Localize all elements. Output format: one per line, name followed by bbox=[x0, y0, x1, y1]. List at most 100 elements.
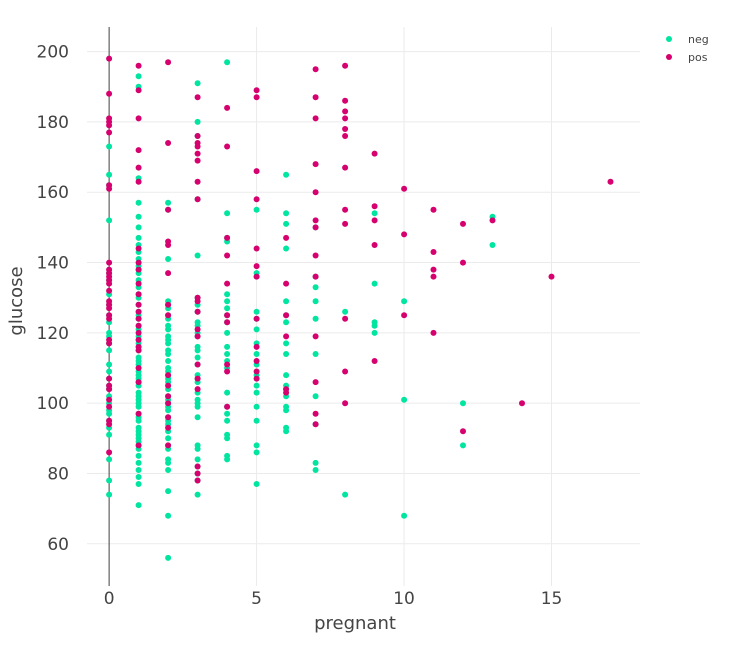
point-neg[interactable] bbox=[460, 442, 466, 449]
point-neg[interactable] bbox=[283, 298, 290, 305]
point-pos[interactable] bbox=[135, 322, 142, 329]
point-pos[interactable] bbox=[106, 90, 113, 97]
legend-item-neg[interactable]: neg bbox=[666, 33, 709, 46]
point-neg[interactable] bbox=[283, 245, 290, 252]
point-pos[interactable] bbox=[135, 62, 142, 69]
point-pos[interactable] bbox=[135, 87, 142, 94]
legend-item-pos[interactable]: pos bbox=[666, 51, 708, 64]
point-neg[interactable] bbox=[253, 449, 260, 456]
point-pos[interactable] bbox=[224, 234, 231, 241]
point-neg[interactable] bbox=[194, 396, 201, 403]
point-neg[interactable] bbox=[224, 291, 231, 298]
point-pos[interactable] bbox=[165, 442, 172, 449]
point-neg[interactable] bbox=[106, 171, 113, 178]
point-neg[interactable] bbox=[283, 372, 290, 379]
point-neg[interactable] bbox=[106, 329, 113, 336]
point-neg[interactable] bbox=[371, 210, 378, 217]
point-pos[interactable] bbox=[135, 315, 142, 322]
point-pos[interactable] bbox=[342, 220, 349, 227]
point-pos[interactable] bbox=[135, 365, 142, 371]
point-neg[interactable] bbox=[224, 389, 231, 396]
point-pos[interactable] bbox=[135, 442, 142, 449]
point-neg[interactable] bbox=[224, 351, 231, 357]
point-neg[interactable] bbox=[371, 319, 378, 326]
point-neg[interactable] bbox=[312, 351, 319, 357]
point-neg[interactable] bbox=[253, 326, 260, 333]
point-pos[interactable] bbox=[135, 301, 142, 308]
point-neg[interactable] bbox=[224, 298, 231, 305]
point-pos[interactable] bbox=[165, 424, 172, 431]
point-pos[interactable] bbox=[194, 196, 201, 203]
point-pos[interactable] bbox=[165, 206, 172, 213]
point-pos[interactable] bbox=[342, 400, 349, 407]
point-neg[interactable] bbox=[135, 474, 142, 480]
point-pos[interactable] bbox=[253, 245, 260, 252]
point-neg[interactable] bbox=[312, 298, 319, 305]
point-pos[interactable] bbox=[135, 379, 142, 386]
point-neg[interactable] bbox=[165, 467, 172, 473]
point-pos[interactable] bbox=[106, 115, 113, 122]
point-neg[interactable] bbox=[283, 424, 290, 431]
point-pos[interactable] bbox=[106, 375, 113, 382]
point-pos[interactable] bbox=[224, 312, 231, 319]
point-pos[interactable] bbox=[312, 94, 319, 101]
point-pos[interactable] bbox=[106, 382, 113, 389]
point-pos[interactable] bbox=[135, 147, 142, 154]
point-pos[interactable] bbox=[253, 196, 260, 203]
point-pos[interactable] bbox=[135, 115, 142, 122]
point-neg[interactable] bbox=[312, 284, 319, 291]
point-pos[interactable] bbox=[106, 396, 113, 403]
point-neg[interactable] bbox=[135, 224, 142, 231]
point-pos[interactable] bbox=[430, 273, 437, 280]
point-neg[interactable] bbox=[135, 459, 142, 466]
point-pos[interactable] bbox=[401, 312, 408, 319]
point-pos[interactable] bbox=[106, 312, 113, 319]
point-neg[interactable] bbox=[194, 80, 201, 87]
point-neg[interactable] bbox=[135, 481, 142, 487]
point-pos[interactable] bbox=[401, 231, 408, 238]
point-pos[interactable] bbox=[342, 164, 349, 171]
point-pos[interactable] bbox=[224, 280, 231, 287]
point-neg[interactable] bbox=[165, 333, 172, 340]
point-neg[interactable] bbox=[165, 365, 172, 371]
point-neg[interactable] bbox=[165, 512, 172, 519]
point-pos[interactable] bbox=[371, 358, 378, 364]
point-pos[interactable] bbox=[342, 368, 349, 375]
point-pos[interactable] bbox=[165, 414, 172, 421]
point-neg[interactable] bbox=[194, 414, 201, 421]
point-pos[interactable] bbox=[253, 87, 260, 94]
point-pos[interactable] bbox=[312, 66, 319, 73]
point-neg[interactable] bbox=[224, 210, 231, 217]
point-pos[interactable] bbox=[283, 280, 290, 287]
point-pos[interactable] bbox=[194, 140, 201, 146]
point-neg[interactable] bbox=[312, 459, 319, 466]
point-neg[interactable] bbox=[106, 217, 113, 224]
point-neg[interactable] bbox=[283, 403, 290, 410]
point-pos[interactable] bbox=[165, 400, 172, 407]
point-neg[interactable] bbox=[224, 59, 231, 66]
point-pos[interactable] bbox=[460, 259, 466, 266]
point-pos[interactable] bbox=[312, 224, 319, 231]
point-pos[interactable] bbox=[253, 94, 260, 101]
point-pos[interactable] bbox=[165, 312, 172, 319]
point-pos[interactable] bbox=[165, 372, 172, 379]
point-neg[interactable] bbox=[165, 256, 172, 262]
point-pos[interactable] bbox=[165, 140, 172, 146]
point-neg[interactable] bbox=[253, 206, 260, 213]
point-pos[interactable] bbox=[106, 55, 113, 62]
legend[interactable]: neg pos bbox=[666, 33, 709, 64]
point-neg[interactable] bbox=[135, 73, 142, 80]
point-neg[interactable] bbox=[312, 467, 319, 473]
point-pos[interactable] bbox=[342, 133, 349, 139]
point-neg[interactable] bbox=[253, 442, 260, 449]
point-neg[interactable] bbox=[106, 456, 113, 463]
point-neg[interactable] bbox=[106, 361, 113, 368]
point-pos[interactable] bbox=[342, 97, 349, 104]
point-neg[interactable] bbox=[135, 199, 142, 206]
point-neg[interactable] bbox=[106, 347, 113, 354]
point-neg[interactable] bbox=[283, 340, 290, 347]
point-pos[interactable] bbox=[283, 234, 290, 241]
point-pos[interactable] bbox=[194, 463, 201, 470]
point-neg[interactable] bbox=[135, 452, 142, 459]
point-neg[interactable] bbox=[135, 354, 142, 361]
